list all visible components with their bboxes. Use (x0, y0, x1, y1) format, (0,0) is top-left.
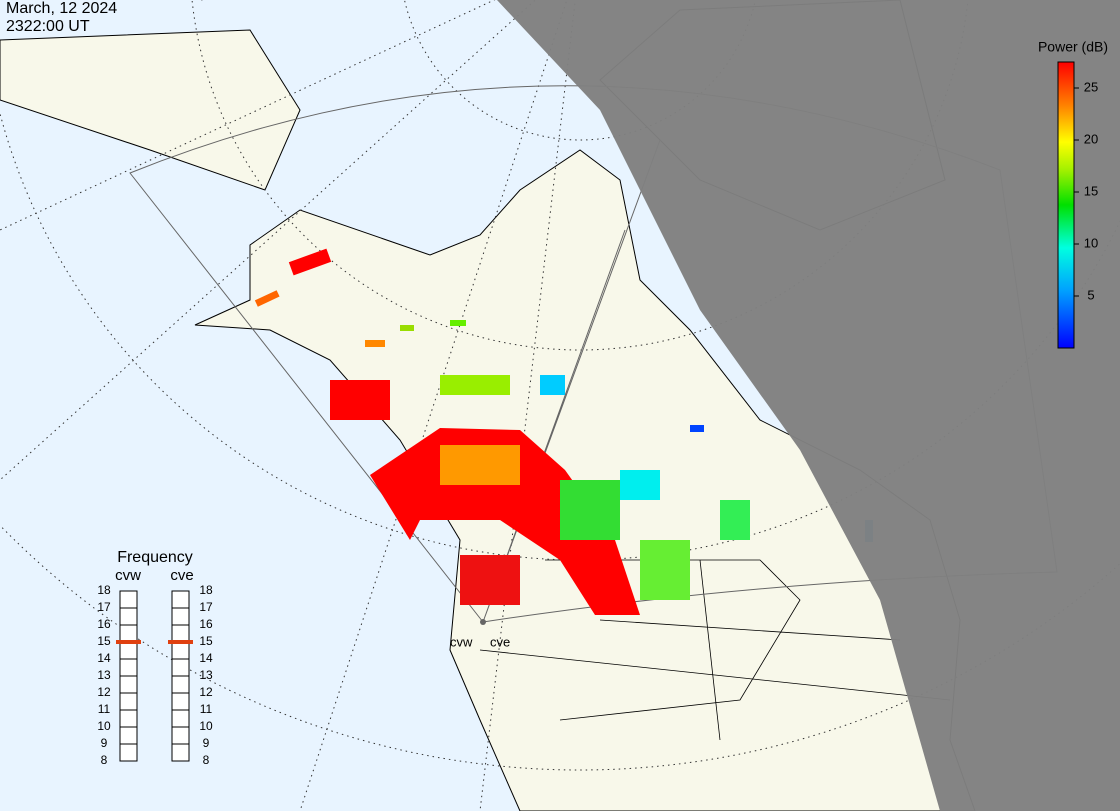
frequency-tick-label: 16 (199, 617, 213, 631)
radar-label: cvw (450, 634, 473, 649)
echo-cells (254, 248, 873, 605)
frequency-tick-label: 10 (199, 719, 213, 733)
colorbar (1057, 61, 1075, 349)
frequency-radar-name: cve (170, 567, 193, 584)
frequency-tick-label: 13 (199, 668, 213, 682)
borders (479, 559, 951, 741)
frequency-tick-label: 18 (97, 583, 111, 597)
frequency-tick-label: 8 (203, 753, 210, 767)
frequency-tick-label: 17 (97, 600, 111, 614)
frequency-tick-label: 9 (101, 736, 108, 750)
time: 2322:00 UT (6, 18, 90, 35)
frequency-tick-label: 12 (97, 685, 111, 699)
colorbar-tick-label: 15 (1084, 183, 1098, 198)
colorbar-tick-label: 20 (1084, 131, 1098, 146)
radar-label: cve (490, 634, 510, 649)
echo-fan (370, 428, 640, 615)
frequency-tick-label: 18 (199, 583, 213, 597)
colorbar-title: Power (dB) (1038, 39, 1108, 55)
frequency-radar-name: cvw (115, 567, 141, 584)
frequency-tick-label: 15 (199, 634, 213, 648)
frequency-tick-label: 10 (97, 719, 111, 733)
frequency-tick-label: 11 (200, 702, 213, 716)
date: March, 12 2024 (6, 0, 117, 17)
frequency-tick-label: 14 (97, 651, 111, 665)
frequency-tick-label: 8 (101, 753, 108, 767)
night-shade (497, 0, 1120, 811)
frequency-tick-label: 13 (97, 668, 111, 682)
frequency-tick-label: 11 (98, 702, 111, 716)
frequency-tick-label: 16 (97, 617, 111, 631)
frequency-tick-label: 15 (97, 634, 111, 648)
colorbar-tick-label: 5 (1087, 287, 1094, 302)
siberia (0, 29, 301, 191)
frequency-tick-label: 9 (203, 736, 210, 750)
colorbar-tick-label: 25 (1084, 79, 1098, 94)
frequency-tick-label: 14 (199, 651, 213, 665)
frequency-tick-label: 17 (199, 600, 213, 614)
radar-site (480, 619, 486, 625)
frequency-tick-label: 12 (199, 685, 213, 699)
colorbar-tick-label: 10 (1084, 235, 1098, 250)
frequency-title: Frequency (117, 549, 193, 566)
